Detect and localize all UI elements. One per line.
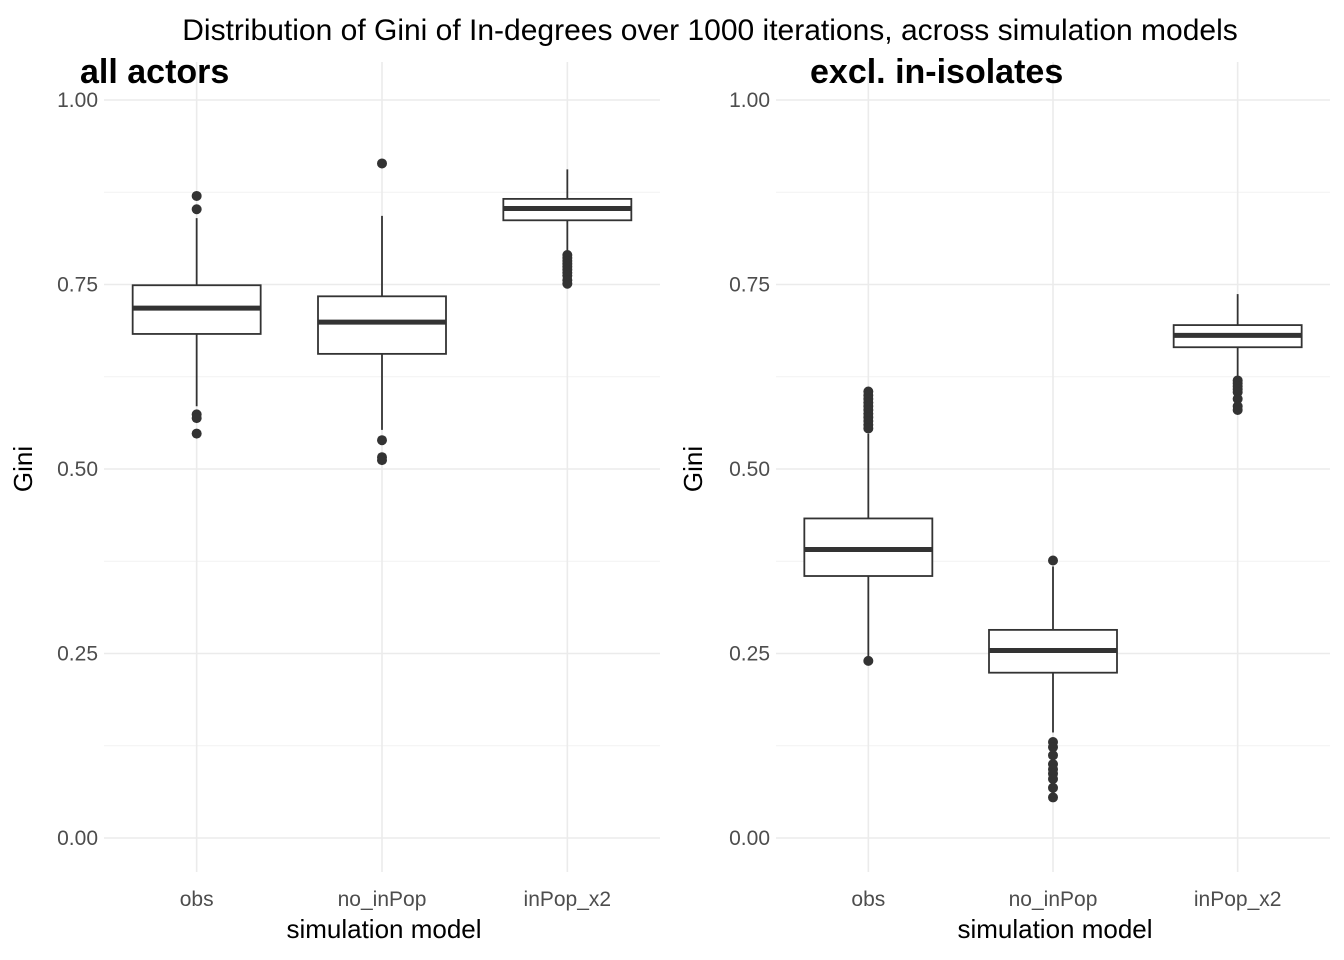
outlier-point xyxy=(562,278,573,289)
outlier-point xyxy=(863,655,874,666)
outlier-point xyxy=(191,428,202,439)
x-tick-label: inPop_x2 xyxy=(1194,888,1282,911)
y-tick-label: 0.50 xyxy=(57,458,98,481)
outlier-point xyxy=(1048,750,1058,761)
y-tick-label: 1.00 xyxy=(729,89,770,112)
outlier-point xyxy=(1232,393,1243,404)
box-iqr xyxy=(317,295,447,355)
outlier-point xyxy=(863,423,874,434)
outlier-point xyxy=(1048,555,1058,566)
y-axis-title: Gini xyxy=(8,446,38,492)
y-tick-label: 0.75 xyxy=(57,274,98,297)
outlier-point xyxy=(1048,742,1058,753)
outlier-point xyxy=(1232,404,1243,415)
outlier-point xyxy=(377,455,387,466)
outlier-point xyxy=(1048,792,1058,803)
y-tick-label: 0.50 xyxy=(729,458,770,481)
y-tick-label: 0.25 xyxy=(729,643,770,666)
boxplot-no_inPop xyxy=(317,158,447,466)
chart-title: Distribution of Gini of In-degrees over … xyxy=(182,14,1238,47)
x-tick-label: obs xyxy=(180,888,214,911)
outlier-point xyxy=(191,204,202,215)
x-tick-label: obs xyxy=(851,888,885,911)
y-tick-label: 0.25 xyxy=(57,643,98,666)
boxplot-no_inPop xyxy=(988,555,1118,803)
boxplot-obs xyxy=(131,190,262,439)
x-axis-title: simulation model xyxy=(286,914,481,944)
outlier-point xyxy=(377,435,387,446)
outlier-point xyxy=(1048,782,1058,793)
outlier-point xyxy=(1048,773,1058,784)
panel-all-actors: 0.00 0.25 0.50 0.75 1.00 obs no_inPop inPop_x2s… xyxy=(8,53,660,944)
outlier-point xyxy=(377,158,387,169)
x-tick-label: no_inPop xyxy=(338,888,427,911)
panel-excl-in-isolates: 0.00 0.25 0.50 0.75 1.00 obs no_inPop inPop_x2s… xyxy=(678,53,1330,944)
boxplot-inPop_x2 xyxy=(502,169,633,289)
x-tick-label: inPop_x2 xyxy=(524,888,612,911)
outlier-point xyxy=(191,413,202,424)
y-axis-title: Gini xyxy=(678,446,708,492)
y-tick-label: 0.00 xyxy=(57,827,98,850)
outlier-point xyxy=(191,190,202,201)
panel-title: all actors xyxy=(80,53,229,91)
y-tick-label: 0.75 xyxy=(729,274,770,297)
boxplot-inPop_x2 xyxy=(1172,294,1303,415)
panel-title: excl. in-isolates xyxy=(810,53,1063,91)
y-tick-label: 1.00 xyxy=(57,89,98,112)
x-axis-title: simulation model xyxy=(957,914,1152,944)
y-tick-label: 0.00 xyxy=(729,827,770,850)
boxplot-obs xyxy=(803,386,934,666)
x-tick-label: no_inPop xyxy=(1009,888,1098,911)
